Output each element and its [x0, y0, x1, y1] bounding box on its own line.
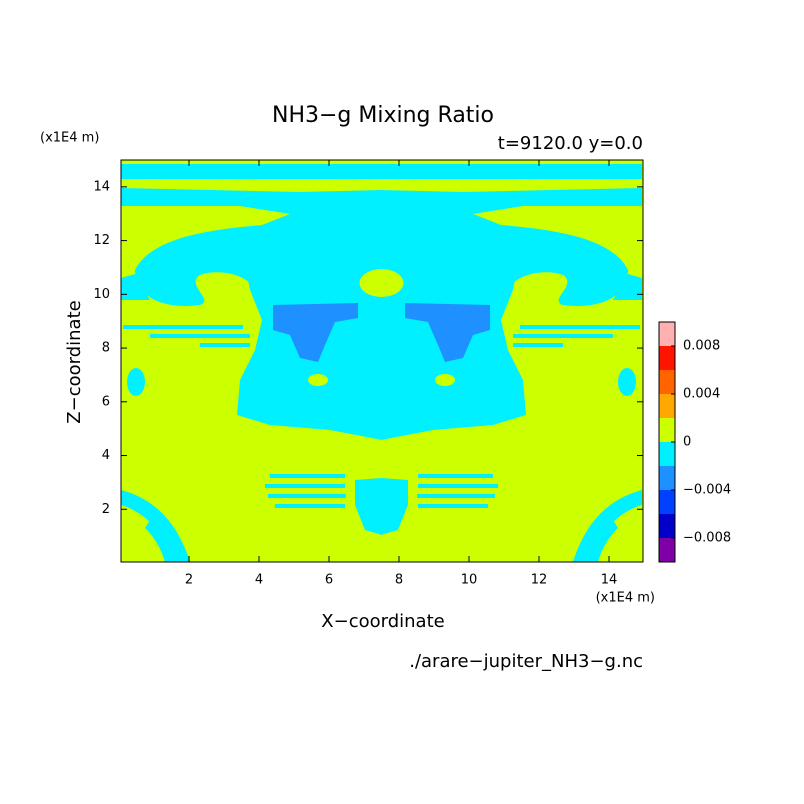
- contour-half: [381, 164, 642, 562]
- colorbar-tick-label: 0: [683, 435, 691, 450]
- x-axis-label: X−coordinate: [321, 611, 444, 632]
- y-tick-label: 8: [102, 341, 110, 356]
- y-tick-label: 12: [93, 233, 110, 248]
- colorbar-bin: [659, 442, 675, 466]
- footer: ./arare−jupiter_NH3−g.nc: [409, 651, 643, 672]
- y-tick-label: 2: [102, 502, 110, 517]
- contour-region: [127, 368, 145, 396]
- contour-region: [145, 520, 175, 562]
- y-tick-label: 4: [102, 448, 110, 463]
- contour-region: [435, 374, 455, 386]
- colorbar-bin: [659, 466, 675, 490]
- contour-region: [355, 478, 382, 535]
- colorbar-tick-label: −0.008: [683, 531, 731, 546]
- contour-region: [418, 474, 493, 478]
- contour-region: [150, 334, 250, 338]
- contour-field: [121, 160, 643, 562]
- colorbar-bin: [659, 490, 675, 514]
- contour-region: [418, 504, 488, 508]
- contour-region: [501, 225, 628, 306]
- contour-region: [513, 334, 613, 338]
- colorbar-bin: [659, 514, 675, 538]
- colorbar-tick-label: 0.004: [683, 387, 720, 402]
- contour-region: [121, 274, 150, 300]
- colorbar-bin: [659, 370, 675, 394]
- contour-region: [381, 164, 642, 179]
- colorbar-bin: [659, 418, 675, 442]
- x-tick-label: 8: [395, 573, 403, 588]
- y-tick-label: 6: [102, 394, 110, 409]
- contour-region: [273, 303, 358, 362]
- colorbar-tick-label: 0.008: [683, 339, 720, 354]
- contour-region: [613, 274, 642, 300]
- y-axis-label: Z−coordinate: [64, 300, 85, 423]
- colorbar-bin: [659, 346, 675, 370]
- contour-region: [520, 325, 640, 329]
- chart-title: NH3−g Mixing Ratio: [272, 103, 494, 128]
- contour-region: [121, 164, 382, 179]
- colorbar-bin: [659, 538, 675, 562]
- contour-region: [381, 478, 408, 535]
- contour-region: [121, 188, 382, 214]
- x-tick-label: 10: [461, 573, 478, 588]
- contour-region: [513, 343, 563, 347]
- contour-region: [417, 494, 495, 498]
- plot-frame: [120, 159, 644, 563]
- colorbar-bin: [659, 394, 675, 418]
- contour-region: [268, 494, 346, 498]
- y-tick-label: 10: [93, 287, 110, 302]
- contour-half: [121, 164, 382, 562]
- y-tick-label: 14: [93, 179, 110, 194]
- colorbar-bin: [659, 322, 675, 346]
- x-unit: (x1E4 m): [596, 591, 655, 606]
- contour-region: [418, 484, 498, 488]
- x-tick-label: 14: [601, 573, 618, 588]
- contour-region: [135, 225, 262, 306]
- x-tick-label: 12: [531, 573, 548, 588]
- x-tick-label: 2: [185, 573, 193, 588]
- contour-region: [588, 520, 618, 562]
- y-unit: (x1E4 m): [40, 131, 99, 146]
- contour-region: [123, 325, 243, 329]
- x-tick-label: 4: [255, 573, 263, 588]
- contour-region: [359, 269, 404, 297]
- contour-region: [308, 374, 328, 386]
- contour-region: [200, 343, 250, 347]
- contour-region: [270, 474, 345, 478]
- contour-region: [618, 368, 636, 396]
- contour-region: [275, 504, 345, 508]
- contour-region: [265, 484, 345, 488]
- x-tick-label: 6: [325, 573, 333, 588]
- contour-region: [381, 188, 642, 214]
- chart-subtitle: t=9120.0 y=0.0: [498, 133, 643, 154]
- colorbar-tick-label: −0.004: [683, 483, 731, 498]
- contour-region: [405, 303, 490, 362]
